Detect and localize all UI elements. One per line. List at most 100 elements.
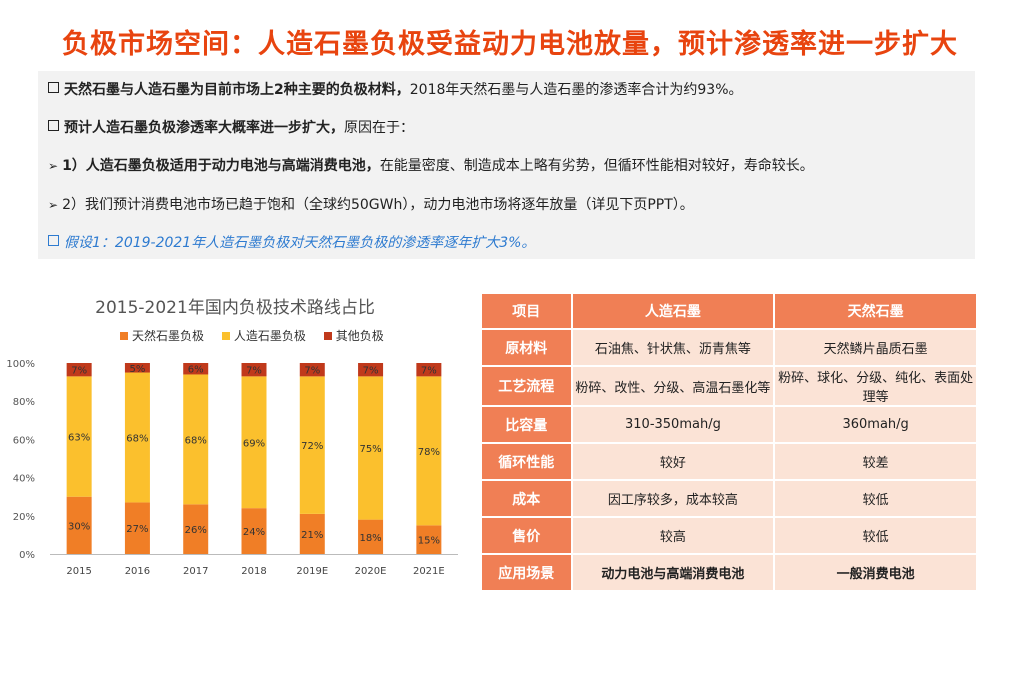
bullet-1-text: 2018年天然石墨与人造石墨的渗透率合计为约93%。 (409, 82, 743, 98)
data-label: 7% (71, 366, 87, 377)
bar-segment (66, 496, 92, 554)
legend-label: 人造石墨负极 (233, 329, 306, 343)
bar-segment (358, 363, 384, 377)
chart-legend: 天然石墨负极 人造石墨负极 其他负极 (120, 327, 398, 344)
chart-plot: 0% 20% 40% 60% 80% 100% 30% 63% 7% 2015 27% 68% 5% 20… (6, 359, 458, 577)
square-bullet-icon (48, 235, 59, 246)
cell-natural: 360mah/g (773, 405, 978, 444)
bar-segment (124, 372, 150, 503)
table-header-row: 项目 人造石墨 天然石墨 (480, 292, 978, 330)
row-label: 循环性能 (480, 442, 573, 481)
table-row: 原材料 石油焦、针状焦、沥青焦等 天然鳞片晶质石墨 (480, 328, 978, 367)
cell-natural: 较差 (773, 442, 978, 481)
data-label: 78% (418, 447, 440, 458)
row-label: 售价 (480, 516, 573, 555)
bar-segment (183, 374, 209, 505)
data-label: 7% (246, 366, 262, 377)
header-natural: 天然石墨 (773, 292, 978, 330)
bar-segment (416, 525, 442, 554)
bullet-3: ➢ 1）人造石墨负极适用于动力电池与高端消费电池，在能量密度、制造成本上略有劣势，… (48, 155, 814, 175)
bullet-1: 天然石墨与人造石墨为目前市场上2种主要的负极材料，2018年天然石墨与人造石墨的… (48, 79, 743, 99)
data-label: 26% (185, 525, 207, 536)
stacked-bar-chart: 2015-2021年国内负极技术路线占比 天然石墨负极 人造石墨负极 其他负极 … (0, 285, 470, 595)
table-row: 循环性能 较好 较差 (480, 442, 978, 481)
summary-panel: 天然石墨与人造石墨为目前市场上2种主要的负极材料，2018年天然石墨与人造石墨的… (38, 71, 975, 259)
bar-segment (241, 508, 267, 554)
y-tick-label: 100% (6, 359, 35, 370)
x-tick-label: 2018 (241, 566, 266, 577)
chart-title: 2015-2021年国内负极技术路线占比 (95, 298, 375, 318)
data-label: 15% (418, 536, 440, 547)
y-tick-label: 80% (13, 397, 35, 408)
cell-artificial: 动力电池与高端消费电池 (570, 553, 776, 592)
x-tick-label: 2017 (183, 566, 208, 577)
table-row: 售价 较高 较低 (480, 516, 978, 555)
arrow-bullet-icon: ➢ (48, 198, 59, 212)
cell-artificial: 310-350mah/g (570, 405, 776, 444)
bullet-4-text: 2）我们预计消费电池市场已趋于饱和（全球约50GWh），动力电池市场将逐年放量（… (62, 197, 694, 213)
legend-item-natural: 天然石墨负极 (120, 327, 204, 344)
cell-artificial: 粉碎、改性、分级、高温石墨化等 (570, 365, 776, 407)
cell-artificial: 石油焦、针状焦、沥青焦等 (570, 328, 776, 367)
bar-segment (241, 376, 267, 509)
bar-segment (66, 376, 92, 497)
bar-segment (299, 513, 325, 554)
bullet-3-bold: 1）人造石墨负极适用于动力电池与高端消费电池， (62, 158, 380, 174)
bar-segment (124, 502, 150, 554)
legend-item-artificial: 人造石墨负极 (221, 327, 306, 344)
table-row: 比容量 310-350mah/g 360mah/g (480, 405, 978, 444)
data-label: 7% (421, 366, 437, 377)
bullet-1-bold: 天然石墨与人造石墨为目前市场上2种主要的负极材料， (64, 82, 410, 98)
data-label: 5% (129, 364, 145, 375)
row-label: 成本 (480, 479, 573, 518)
legend-swatch (120, 332, 128, 340)
bullet-3-text: 在能量密度、制造成本上略有劣势，但循环性能相对较好，寿命较长。 (379, 158, 814, 174)
bullet-2-text: 原因在于： (344, 120, 414, 136)
x-tick-label: 2021E (413, 566, 445, 577)
bar-segment (358, 519, 384, 554)
data-label: 7% (304, 366, 320, 377)
data-label: 24% (243, 527, 265, 538)
square-bullet-icon (48, 82, 59, 93)
cell-natural: 较低 (773, 479, 978, 518)
data-label: 63% (68, 433, 90, 444)
legend-item-other: 其他负极 (323, 327, 384, 344)
y-tick-label: 20% (13, 512, 35, 523)
x-tick-label: 2019E (296, 566, 328, 577)
bar-segment (241, 363, 267, 377)
header-artificial: 人造石墨 (570, 292, 776, 330)
header-item: 项目 (480, 292, 573, 330)
row-label: 应用场景 (480, 553, 573, 592)
table-row: 应用场景 动力电池与高端消费电池 一般消费电池 (480, 553, 978, 592)
legend-swatch (323, 332, 332, 340)
y-tick-label: 0% (19, 550, 35, 561)
y-tick-label: 40% (13, 474, 35, 485)
bullet-2-bold: 预计人造石墨负极渗透率大概率进一步扩大， (64, 120, 344, 136)
comparison-table: 项目 人造石墨 天然石墨 原材料 石油焦、针状焦、沥青焦等 天然鳞片晶质石墨 工艺流程… (480, 292, 978, 592)
bullet-4: ➢ 2）我们预计消费电池市场已趋于饱和（全球约50GWh），动力电池市场将逐年放量… (48, 194, 694, 214)
cell-artificial: 较高 (570, 516, 776, 555)
legend-swatch (221, 332, 230, 340)
cell-natural: 天然鳞片晶质石墨 (773, 328, 978, 367)
row-label: 原材料 (480, 328, 573, 367)
data-label: 21% (301, 530, 323, 541)
data-label: 18% (359, 533, 381, 544)
legend-label: 天然石墨负极 (132, 329, 205, 343)
page-title: 负极市场空间：人造石墨负极受益动力电池放量，预计渗透率进一步扩大 (62, 29, 958, 60)
data-label: 7% (363, 366, 379, 377)
x-tick-label: 2016 (125, 566, 150, 577)
bar-segment (299, 363, 325, 377)
bar-segment (299, 376, 325, 514)
table-row: 成本 因工序较多，成本较高 较低 (480, 479, 978, 518)
bullet-5-text: 假设1：2019-2021年人造石墨负极对天然石墨负极的渗透率逐年扩大3%。 (64, 235, 536, 251)
cell-natural: 一般消费电池 (773, 553, 978, 592)
bar-segment (358, 376, 384, 520)
bar-segment (416, 376, 442, 526)
cell-natural: 粉碎、球化、分级、纯化、表面处理等 (773, 365, 978, 407)
cell-artificial: 较好 (570, 442, 776, 481)
square-bullet-icon (48, 120, 59, 131)
legend-label: 其他负极 (335, 329, 384, 343)
bar-segment (66, 363, 92, 377)
cell-natural: 较低 (773, 516, 978, 555)
bullet-2: 预计人造石墨负极渗透率大概率进一步扩大，原因在于： (48, 117, 414, 137)
